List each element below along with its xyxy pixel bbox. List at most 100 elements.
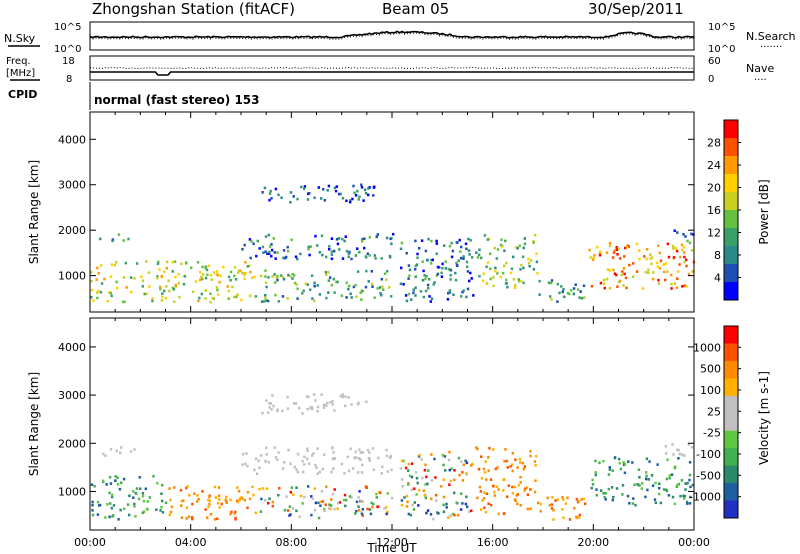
echo-cell (447, 267, 450, 271)
echo-cell (674, 465, 677, 469)
echo-cell (160, 505, 163, 509)
echo-cell (229, 498, 232, 502)
echo-cell (622, 284, 625, 287)
echo-cell (511, 469, 514, 473)
echo-cell (470, 277, 473, 280)
x-tick-label: 00:00 (678, 536, 710, 549)
echo-cell (410, 462, 414, 465)
echo-cell (435, 252, 438, 256)
echo-cell (688, 461, 692, 464)
echo-cell (268, 245, 272, 248)
echo-cell (165, 266, 168, 270)
echo-cell (152, 475, 155, 478)
echo-cell (137, 497, 141, 501)
echo-cell (282, 277, 286, 281)
echo-cell (356, 247, 359, 250)
echo-cell (430, 239, 433, 243)
echo-cell (371, 285, 374, 288)
echo-cell (562, 516, 565, 520)
echo-cell (628, 502, 631, 505)
colorbar-tick-label: -25 (703, 427, 721, 440)
echo-cell (677, 457, 680, 460)
echo-cell (301, 292, 304, 295)
echo-cell (197, 299, 200, 303)
echo-cell (356, 471, 360, 474)
echo-cell (156, 275, 159, 278)
colorbar-segment (724, 282, 738, 301)
echo-cell (621, 270, 624, 273)
echo-cell (468, 253, 471, 256)
echo-cell (354, 512, 357, 515)
echo-cell (209, 300, 212, 304)
echo-cell (296, 452, 300, 456)
echo-cell (456, 502, 459, 505)
echo-cell (399, 247, 403, 251)
echo-cell (140, 275, 143, 278)
echo-cell (495, 485, 499, 488)
echo-cell (192, 290, 195, 294)
echo-cell (619, 467, 623, 471)
echo-cell (352, 184, 355, 188)
echo-cell (414, 268, 417, 271)
echo-cell (191, 516, 194, 519)
echo-cell (403, 496, 406, 499)
echo-cell (254, 295, 258, 298)
echo-cell (612, 268, 615, 272)
echo-cell (148, 496, 152, 499)
echo-cell (477, 253, 481, 257)
echo-cell (314, 399, 317, 402)
echo-cell (466, 287, 470, 291)
echo-cell (608, 468, 612, 471)
echo-cell (339, 394, 342, 398)
colorbar-tick-label: 25 (707, 405, 721, 418)
echo-cell (500, 238, 503, 241)
echo-cell (401, 485, 404, 488)
echo-cell (400, 459, 404, 463)
freq-unit-label: [MHz] (6, 68, 35, 79)
echo-cell (356, 402, 360, 406)
echo-cell (532, 241, 535, 244)
echo-cell (191, 517, 194, 521)
echo-cell (485, 282, 488, 285)
echo-cell (169, 498, 172, 502)
echo-cell (535, 260, 539, 264)
echo-cell (602, 278, 606, 282)
echo-cell (265, 487, 269, 490)
echo-cell (347, 252, 350, 255)
echo-cell (504, 448, 507, 451)
echo-cell (424, 277, 427, 281)
echo-cell (572, 292, 575, 296)
echo-cell (520, 263, 523, 267)
colorbar-segment (724, 174, 738, 193)
echo-cell (199, 278, 202, 282)
echo-cell (355, 456, 358, 459)
echo-cell (340, 462, 344, 466)
echo-cell (355, 295, 358, 299)
echo-cell (582, 284, 586, 288)
echo-cell (582, 497, 586, 501)
echo-cell (407, 469, 410, 472)
echo-cell (386, 470, 389, 473)
colorbar-tick-label: 24 (707, 159, 721, 172)
echo-cell (489, 267, 492, 271)
echo-cell (295, 468, 298, 471)
echo-cell (414, 275, 417, 279)
echo-cell (126, 503, 130, 506)
freq-tick-bottom: 8 (66, 74, 72, 85)
echo-cell (456, 513, 460, 517)
echo-cell (493, 490, 496, 494)
echo-cell (304, 282, 308, 286)
echo-cell (98, 503, 102, 507)
echo-cell (386, 492, 389, 495)
echo-cell (680, 453, 684, 456)
echo-cell (158, 268, 161, 271)
echo-cell (419, 290, 423, 293)
echo-cell (627, 460, 630, 463)
echo-cell (466, 270, 470, 273)
echo-cell (361, 237, 364, 241)
echo-cell (109, 275, 113, 278)
echo-cell (672, 247, 675, 250)
echo-cell (201, 273, 205, 276)
echo-cell (436, 265, 440, 269)
echo-cell (207, 505, 210, 509)
